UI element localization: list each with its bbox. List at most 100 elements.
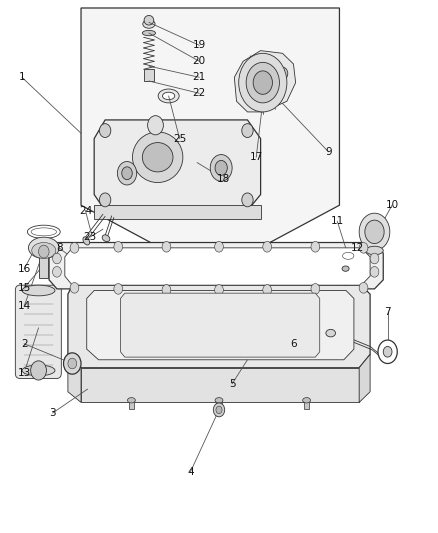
Text: 20: 20 bbox=[193, 56, 206, 66]
Ellipse shape bbox=[215, 398, 223, 403]
Circle shape bbox=[70, 282, 79, 293]
Ellipse shape bbox=[102, 235, 110, 241]
Ellipse shape bbox=[127, 398, 135, 403]
Circle shape bbox=[216, 406, 222, 414]
Text: 24: 24 bbox=[79, 206, 92, 215]
Circle shape bbox=[53, 253, 61, 264]
FancyBboxPatch shape bbox=[15, 285, 61, 378]
Circle shape bbox=[114, 284, 123, 294]
Text: 6: 6 bbox=[290, 339, 297, 349]
Ellipse shape bbox=[31, 228, 57, 236]
Text: 12: 12 bbox=[350, 243, 364, 253]
Polygon shape bbox=[81, 8, 339, 274]
Text: 22: 22 bbox=[193, 88, 206, 98]
Bar bbox=[94, 205, 261, 219]
Polygon shape bbox=[49, 243, 383, 289]
Circle shape bbox=[53, 266, 61, 277]
Circle shape bbox=[215, 285, 223, 295]
Circle shape bbox=[365, 220, 384, 244]
Circle shape bbox=[242, 193, 253, 207]
Text: 17: 17 bbox=[250, 152, 263, 162]
Ellipse shape bbox=[142, 142, 173, 172]
Circle shape bbox=[246, 62, 279, 103]
Text: 16: 16 bbox=[18, 264, 31, 274]
Polygon shape bbox=[234, 51, 296, 112]
Polygon shape bbox=[65, 248, 370, 285]
Circle shape bbox=[210, 155, 232, 181]
Text: 19: 19 bbox=[193, 41, 206, 50]
Text: 1: 1 bbox=[18, 72, 25, 82]
Polygon shape bbox=[94, 120, 261, 211]
Text: 9: 9 bbox=[325, 147, 332, 157]
Circle shape bbox=[213, 403, 225, 417]
Circle shape bbox=[370, 266, 379, 277]
Circle shape bbox=[253, 71, 272, 94]
Bar bbox=[144, 69, 154, 81]
Circle shape bbox=[242, 124, 253, 138]
Polygon shape bbox=[68, 285, 370, 368]
Circle shape bbox=[359, 213, 390, 251]
Circle shape bbox=[31, 361, 46, 380]
Circle shape bbox=[263, 241, 272, 252]
Text: 5: 5 bbox=[229, 379, 236, 389]
Polygon shape bbox=[68, 354, 81, 402]
Circle shape bbox=[359, 243, 368, 253]
Text: 11: 11 bbox=[331, 216, 344, 226]
Polygon shape bbox=[81, 368, 359, 402]
Text: 10: 10 bbox=[385, 200, 399, 210]
Text: 7: 7 bbox=[384, 307, 391, 317]
Ellipse shape bbox=[27, 225, 60, 239]
Ellipse shape bbox=[143, 20, 155, 28]
Ellipse shape bbox=[342, 266, 349, 271]
Circle shape bbox=[70, 243, 79, 253]
Text: 8: 8 bbox=[56, 243, 63, 253]
Text: 14: 14 bbox=[18, 302, 31, 311]
Circle shape bbox=[99, 193, 111, 207]
Ellipse shape bbox=[83, 237, 90, 245]
Bar bbox=[343, 268, 348, 285]
Ellipse shape bbox=[303, 398, 311, 403]
Bar bbox=[304, 400, 309, 409]
Text: 4: 4 bbox=[187, 467, 194, 477]
Circle shape bbox=[122, 167, 132, 180]
Ellipse shape bbox=[132, 132, 183, 182]
Ellipse shape bbox=[343, 253, 354, 259]
Circle shape bbox=[277, 67, 288, 80]
Circle shape bbox=[263, 285, 272, 295]
Text: 18: 18 bbox=[217, 174, 230, 183]
Circle shape bbox=[383, 346, 392, 357]
Ellipse shape bbox=[144, 15, 154, 25]
Ellipse shape bbox=[326, 329, 336, 337]
Circle shape bbox=[99, 124, 111, 138]
Text: 13: 13 bbox=[18, 368, 31, 378]
Polygon shape bbox=[120, 293, 320, 357]
Circle shape bbox=[359, 282, 368, 293]
Text: 15: 15 bbox=[18, 283, 31, 293]
Bar bbox=[39, 251, 48, 278]
Ellipse shape bbox=[162, 92, 175, 100]
Circle shape bbox=[162, 241, 171, 252]
Ellipse shape bbox=[142, 30, 155, 36]
Polygon shape bbox=[87, 290, 354, 360]
Circle shape bbox=[215, 160, 227, 175]
Circle shape bbox=[117, 161, 137, 185]
Circle shape bbox=[311, 284, 320, 294]
Ellipse shape bbox=[32, 243, 56, 259]
Text: 25: 25 bbox=[173, 134, 186, 143]
Circle shape bbox=[378, 340, 397, 364]
Polygon shape bbox=[359, 354, 370, 402]
Circle shape bbox=[68, 358, 77, 369]
Ellipse shape bbox=[28, 237, 59, 259]
Ellipse shape bbox=[366, 246, 383, 255]
Circle shape bbox=[64, 353, 81, 374]
Ellipse shape bbox=[339, 250, 357, 262]
Ellipse shape bbox=[22, 285, 55, 296]
Circle shape bbox=[114, 241, 123, 252]
Ellipse shape bbox=[22, 365, 55, 376]
Text: 21: 21 bbox=[193, 72, 206, 82]
Text: 2: 2 bbox=[21, 339, 28, 349]
Circle shape bbox=[215, 241, 223, 252]
Circle shape bbox=[370, 253, 379, 264]
Bar bbox=[129, 400, 134, 409]
Circle shape bbox=[239, 53, 287, 112]
